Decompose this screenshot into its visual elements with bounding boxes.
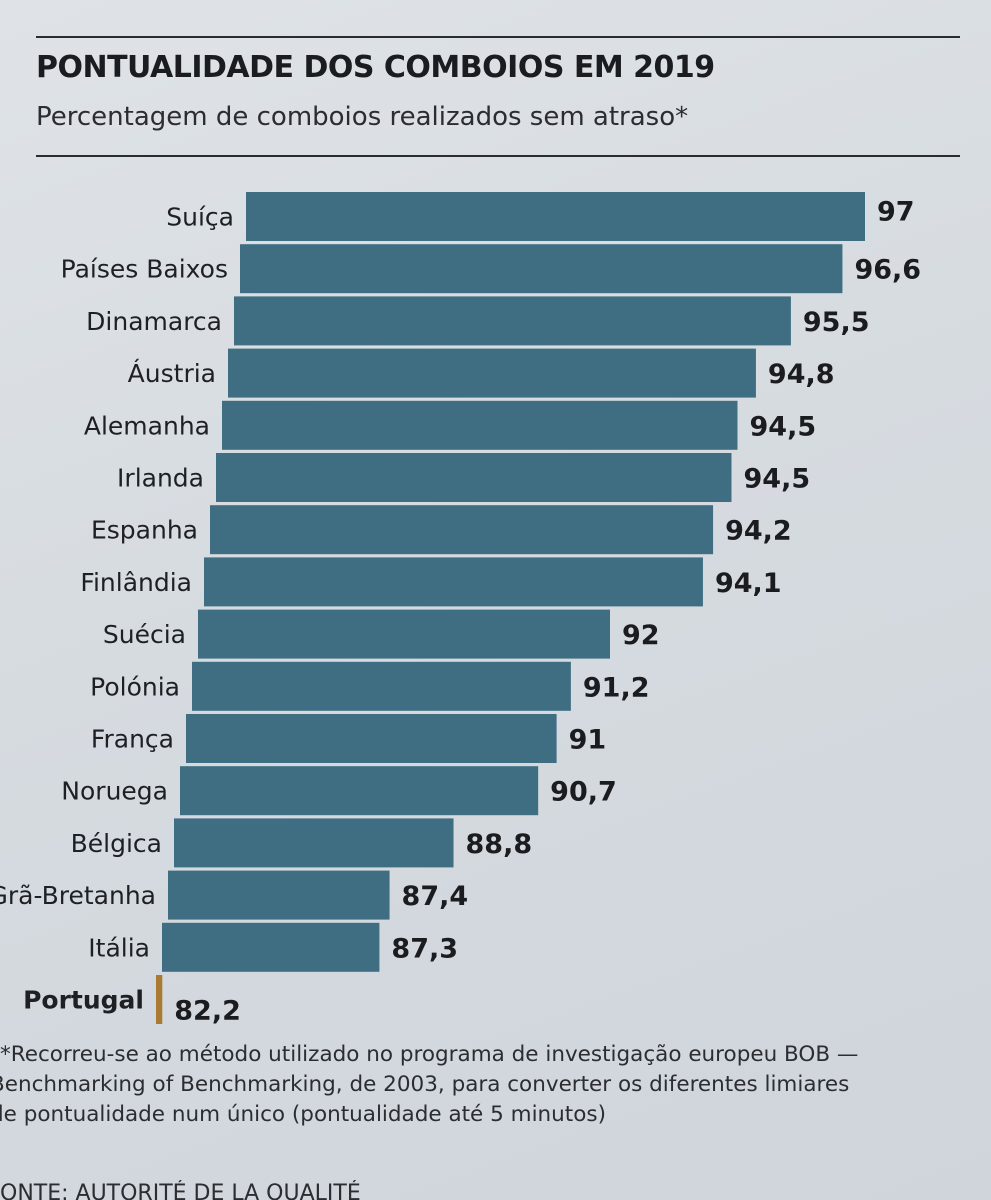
- value-label-1: 96,6: [854, 255, 921, 286]
- category-label-11: Noruega: [61, 777, 168, 806]
- category-label-3: Áustria: [128, 359, 216, 388]
- category-label-12: Bélgica: [71, 829, 162, 858]
- chart-subtitle: Percentagem de comboios realizados sem a…: [36, 102, 689, 132]
- bar-13: [168, 870, 390, 920]
- source-line: ONTE: AUTORITÉ DE LA QUALITÉ: [0, 1181, 361, 1200]
- category-label-8: Suécia: [103, 620, 186, 649]
- value-label-2: 95,5: [803, 307, 870, 338]
- footnote-line-3: de pontualidade num único (pontualidade …: [0, 1102, 606, 1127]
- category-label-14: Itália: [88, 933, 150, 962]
- category-label-2: Dinamarca: [86, 307, 222, 336]
- bar-8: [198, 609, 610, 659]
- category-label-1: Países Baixos: [61, 255, 228, 284]
- bar-11: [180, 766, 539, 816]
- category-label-10: França: [91, 725, 174, 754]
- bar-5: [216, 453, 732, 502]
- value-label-14: 87,3: [391, 933, 458, 964]
- value-label-8: 92: [622, 620, 660, 651]
- bar-1: [240, 244, 843, 294]
- value-label-4: 94,5: [750, 411, 817, 442]
- value-label-0: 97: [877, 197, 915, 228]
- value-label-9: 91,2: [583, 672, 650, 703]
- bar-15: [156, 975, 163, 1024]
- value-label-15: 82,2: [174, 996, 241, 1027]
- footnote: *Recorreu-se ao método utilizado no prog…: [0, 1040, 985, 1130]
- top-rule: [36, 36, 960, 38]
- value-label-12: 88,8: [466, 829, 533, 860]
- value-label-6: 94,2: [725, 516, 792, 547]
- category-label-6: Espanha: [91, 516, 198, 545]
- value-label-13: 87,4: [402, 881, 469, 912]
- header-rule: [36, 155, 960, 157]
- footnote-line-1: *Recorreu-se ao método utilizado no prog…: [0, 1042, 859, 1067]
- chart-title: PONTUALIDADE DOS COMBOIOS EM 2019: [36, 50, 715, 85]
- category-label-4: Alemanha: [84, 411, 210, 440]
- bar-6: [210, 505, 714, 555]
- bar-12: [174, 818, 454, 868]
- bar-14: [162, 922, 380, 972]
- value-label-5: 94,5: [744, 464, 811, 495]
- value-label-11: 90,7: [550, 777, 617, 808]
- value-label-3: 94,8: [768, 359, 835, 390]
- category-label-13: Grã-Bretanha: [0, 881, 156, 910]
- bar-7: [204, 557, 703, 607]
- value-label-10: 91: [569, 725, 607, 756]
- bar-chart: Suíça 97 Países Baixos 96,6 Dinamarca 95,5 Áus…: [0, 192, 921, 1027]
- bar-3: [228, 348, 756, 398]
- category-label-5: Irlanda: [117, 464, 204, 493]
- category-label-7: Finlândia: [80, 568, 192, 597]
- footnote-line-2: Benchmarking of Benchmarking, de 2003, p…: [0, 1072, 850, 1097]
- category-label-0: Suíça: [166, 203, 234, 232]
- category-label-9: Polónia: [90, 672, 180, 701]
- bar-0: [246, 192, 865, 241]
- bar-9: [192, 661, 571, 711]
- value-label-7: 94,1: [715, 568, 782, 599]
- bar-4: [222, 400, 738, 450]
- bar-10: [186, 714, 557, 763]
- bar-2: [234, 296, 791, 346]
- category-label-15: Portugal: [23, 986, 144, 1015]
